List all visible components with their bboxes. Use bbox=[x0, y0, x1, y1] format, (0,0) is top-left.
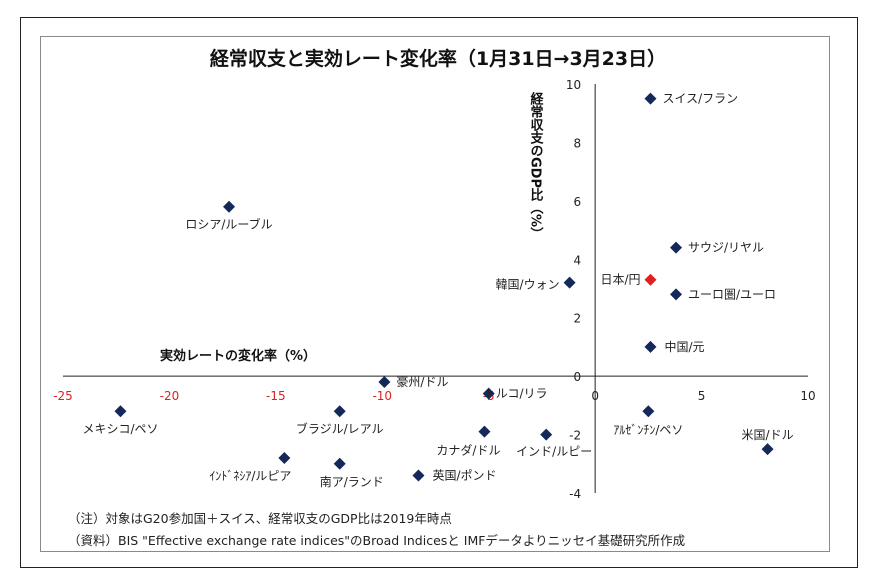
chart-area bbox=[40, 36, 830, 552]
point-label: メキシコ/ペソ bbox=[82, 422, 158, 436]
y-tick-label: -4 bbox=[569, 487, 581, 501]
data-point bbox=[540, 428, 553, 441]
data-point bbox=[333, 457, 346, 470]
point-label: ユーロ圏/ユーロ bbox=[688, 287, 776, 301]
point-label: 豪州/ドル bbox=[396, 374, 448, 389]
y-tick-label: 2 bbox=[574, 312, 582, 326]
data-point bbox=[114, 405, 127, 418]
data-points bbox=[114, 92, 774, 482]
x-tick-label: 5 bbox=[698, 389, 706, 403]
point-label: ロシア/ルーブル bbox=[185, 217, 272, 232]
x-tick-label: -25 bbox=[53, 389, 73, 403]
data-point bbox=[333, 405, 346, 418]
tick-labels: -25-20-15-10-505101086420-2-4 bbox=[53, 78, 815, 501]
y-axis-label: 経常収支のGDP比（%） bbox=[528, 91, 545, 240]
data-point bbox=[482, 387, 495, 400]
axes bbox=[63, 84, 808, 493]
data-point bbox=[563, 276, 576, 289]
point-label: トルコ/リラ bbox=[484, 387, 548, 401]
y-tick-label: 8 bbox=[574, 136, 582, 150]
data-point bbox=[278, 451, 291, 464]
x-tick-label: -15 bbox=[266, 389, 286, 403]
data-point bbox=[223, 200, 236, 213]
data-point bbox=[478, 425, 491, 438]
point-label: 韓国/ウォン bbox=[496, 278, 560, 292]
source-text: （資料）BIS "Effective exchange rate indices… bbox=[68, 533, 686, 548]
note-text: （注）対象はG20参加国＋スイス、経常収支のGDP比は2019年時点 bbox=[68, 511, 452, 526]
data-point bbox=[670, 241, 683, 254]
x-tick-label: -20 bbox=[160, 389, 180, 403]
x-axis-label: 実効レートの変化率（%） bbox=[160, 348, 316, 364]
point-label: 南ア/ランド bbox=[320, 474, 384, 489]
point-label: カナダ/ドル bbox=[436, 443, 500, 458]
y-tick-label: 10 bbox=[566, 78, 581, 92]
point-label: 英国/ポンド bbox=[432, 468, 496, 482]
point-label: ｱﾙｾﾞﾝﾁﾝ/ペソ bbox=[613, 423, 683, 437]
y-tick-label: 6 bbox=[574, 195, 582, 209]
data-point bbox=[644, 92, 657, 105]
data-point bbox=[670, 288, 683, 301]
data-point bbox=[644, 273, 657, 286]
figure-frame bbox=[20, 17, 858, 568]
point-label: 日本/円 bbox=[600, 273, 640, 287]
data-point bbox=[761, 443, 774, 456]
point-label: スイス/フラン bbox=[662, 92, 738, 106]
point-label: ブラジル/レアル bbox=[296, 421, 384, 436]
y-tick-label: -2 bbox=[569, 429, 581, 443]
point-label: 中国/元 bbox=[664, 339, 704, 354]
data-point bbox=[642, 405, 655, 418]
x-tick-label: 0 bbox=[591, 389, 599, 403]
point-label: サウジ/リヤル bbox=[688, 241, 764, 255]
y-tick-label: 4 bbox=[574, 253, 582, 267]
x-tick-label: -10 bbox=[372, 389, 392, 403]
x-tick-label: 10 bbox=[800, 389, 815, 403]
point-label: 米国/ドル bbox=[742, 428, 794, 442]
y-tick-label: 0 bbox=[574, 370, 582, 384]
data-point bbox=[644, 340, 657, 353]
data-point bbox=[378, 375, 391, 388]
data-point bbox=[412, 469, 425, 482]
chart-title: 経常収支と実効レート変化率（1月31日→3月23日） bbox=[210, 47, 666, 70]
point-label: インド/ルピー bbox=[516, 445, 592, 459]
point-label: ｲﾝﾄﾞﾈｼｱ/ルピア bbox=[209, 469, 291, 483]
